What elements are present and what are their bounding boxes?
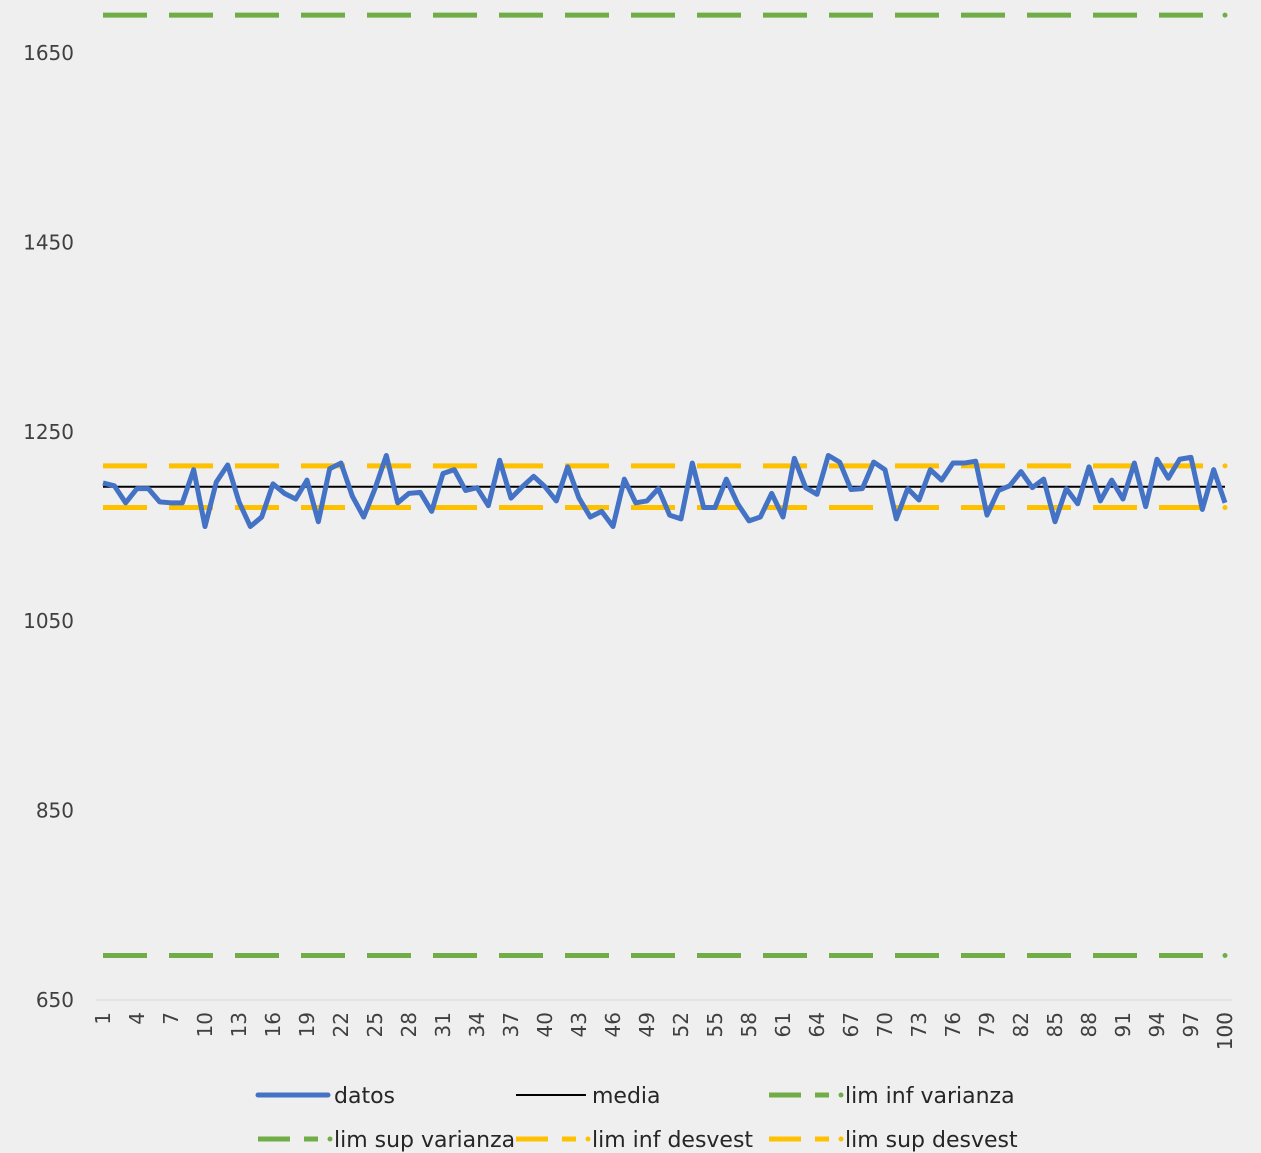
x-tick-label: 10 [193,1012,217,1037]
legend-item: lim inf varianza [769,1084,1015,1109]
y-tick-label: 1050 [23,609,74,633]
y-tick-label: 1650 [23,41,74,65]
legend-label: datos [334,1084,395,1109]
legend-item: lim sup varianza [258,1128,515,1153]
x-tick-label: 19 [295,1012,319,1037]
x-tick-label: 76 [941,1012,965,1037]
legend-label: media [592,1084,661,1109]
legend-label: lim inf desvest [592,1128,753,1153]
x-tick-label: 52 [669,1012,693,1037]
x-tick-label: 43 [567,1012,591,1037]
x-axis: 1 4 7 10 13 16 19 22 25 28 31 34 37 40 43 46 49 52 55 58 61 6… [91,1000,1237,1050]
legend-swatch-dot [586,1137,591,1142]
legend-item: media [516,1084,661,1109]
x-tick-label: 79 [975,1012,999,1037]
x-tick-label: 37 [499,1012,523,1037]
legend-item: datos [258,1084,395,1109]
x-tick-label: 49 [635,1012,659,1037]
x-tick-label: 91 [1111,1012,1135,1037]
x-tick-label: 67 [839,1012,863,1037]
legend-swatch-dot [328,1137,333,1142]
x-tick-label: 82 [1009,1012,1033,1037]
x-tick-label: 100 [1213,1012,1237,1050]
y-tick-label: 1450 [23,230,74,254]
x-tick-label: 34 [465,1012,489,1037]
x-tick-label: 40 [533,1012,557,1037]
x-tick-label: 55 [703,1012,727,1037]
series-end-dot [1223,463,1228,468]
series-layer [103,13,1228,958]
x-tick-label: 97 [1179,1012,1203,1037]
x-tick-label: 88 [1077,1012,1101,1037]
y-axis: 650 850 1050 1250 1450 1650 [23,41,74,1012]
y-tick-label: 850 [36,799,74,823]
legend-swatch-dot [839,1093,844,1098]
x-tick-label: 94 [1145,1012,1169,1037]
x-tick-label: 28 [397,1012,421,1037]
x-tick-label: 85 [1043,1012,1067,1037]
series-end-dot [1223,505,1228,510]
legend: datos media lim inf varianza lim sup varian… [258,1084,1018,1153]
legend-item: lim inf desvest [516,1128,753,1153]
x-tick-label: 58 [737,1012,761,1037]
x-tick-label: 16 [261,1012,285,1037]
x-tick-label: 31 [431,1012,455,1037]
x-tick-label: 4 [125,1012,149,1025]
x-tick-label: 13 [227,1012,251,1037]
x-tick-label: 1 [91,1012,115,1025]
legend-item: lim sup desvest [769,1128,1018,1153]
series-end-dot [1223,13,1228,18]
x-tick-label: 25 [363,1012,387,1037]
x-tick-label: 70 [873,1012,897,1037]
series-end-dot [1223,953,1228,958]
x-tick-label: 7 [159,1012,183,1025]
legend-label: lim sup varianza [334,1128,515,1153]
x-tick-label: 22 [329,1012,353,1037]
legend-label: lim sup desvest [845,1128,1018,1153]
x-tick-label: 73 [907,1012,931,1037]
legend-swatch-dot [839,1137,844,1142]
y-tick-label: 1250 [23,420,74,444]
x-tick-label: 64 [805,1012,829,1037]
x-tick-label: 61 [771,1012,795,1037]
x-tick-label: 46 [601,1012,625,1037]
legend-label: lim inf varianza [845,1084,1015,1109]
y-tick-label: 650 [36,988,74,1012]
